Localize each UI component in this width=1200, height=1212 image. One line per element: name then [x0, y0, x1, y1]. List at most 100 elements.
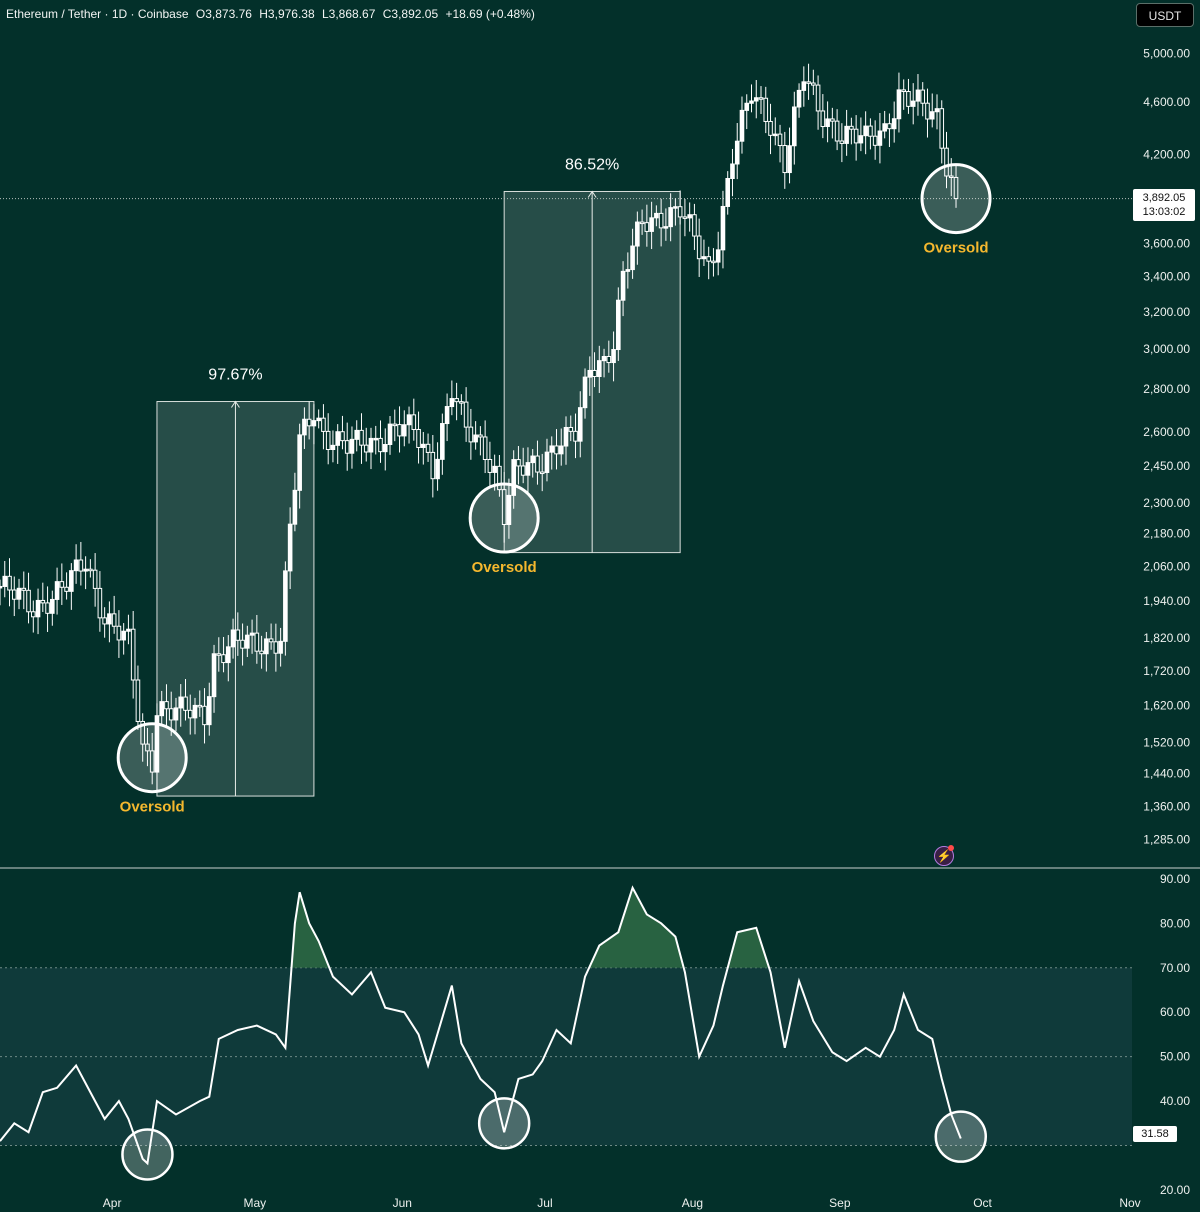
candle-body	[501, 489, 507, 526]
open-value: O3,873.76	[195, 7, 252, 21]
candle-body	[202, 705, 207, 726]
candle-body	[392, 423, 398, 427]
countdown-value: 13:03:02	[1142, 206, 1186, 218]
price-tick-label: 1,285.00	[1143, 832, 1190, 846]
rsi-tick-label: 20.00	[1160, 1183, 1190, 1197]
candle-body	[173, 707, 179, 721]
candle-body	[573, 430, 578, 442]
candle-body	[230, 629, 236, 648]
oversold-circle	[920, 163, 992, 235]
candle-body	[254, 632, 260, 652]
candle-body	[516, 459, 521, 467]
candle-body	[7, 575, 12, 591]
candle-body	[520, 465, 526, 476]
candle-body	[216, 653, 222, 656]
symbol-title[interactable]: Ethereum / Tether · 1D · Coinbase	[6, 7, 189, 21]
candle-body	[59, 581, 65, 588]
candle-body	[920, 89, 926, 104]
candle-body	[635, 221, 640, 247]
range-percent-label: 86.52%	[565, 156, 619, 173]
candle-body	[287, 523, 293, 572]
candle-body	[183, 696, 188, 711]
candle-body	[64, 586, 69, 592]
candle-body	[606, 355, 612, 364]
candle-body	[92, 569, 98, 589]
candles-group	[0, 63, 959, 791]
price-tick-label: 3,200.00	[1143, 305, 1190, 319]
candle-body	[706, 256, 711, 262]
price-tick-label: 1,940.00	[1143, 594, 1190, 608]
candle-body	[192, 704, 198, 719]
candle-body	[69, 570, 74, 592]
candle-body	[482, 436, 488, 461]
candle-body	[306, 418, 312, 427]
candle-body	[492, 465, 497, 473]
price-tick-label: 2,800.00	[1143, 382, 1190, 396]
candle-body	[316, 417, 321, 422]
candle-body	[677, 206, 683, 218]
candle-body	[249, 632, 255, 636]
candle-body	[321, 417, 326, 432]
candle-body	[953, 176, 959, 200]
oversold-circle	[116, 722, 188, 794]
oversold-label: Oversold	[472, 559, 537, 576]
candle-body	[772, 133, 778, 137]
candle-body	[21, 587, 27, 591]
candle-body	[2, 575, 8, 587]
notification-dot	[948, 845, 954, 851]
candle-body	[696, 235, 702, 260]
candle-body	[692, 214, 697, 237]
candle-body	[387, 423, 393, 445]
x-tick-label: May	[244, 1196, 267, 1210]
candle-body	[459, 401, 464, 404]
price-tick-label: 3,600.00	[1143, 237, 1190, 251]
candle-body	[330, 444, 336, 451]
candle-body	[577, 407, 583, 442]
candle-body	[168, 708, 174, 721]
candle-body	[658, 212, 664, 229]
last-price-value: 3,892.05	[1142, 192, 1186, 204]
candle-body	[725, 178, 731, 207]
price-tick-label: 3,000.00	[1143, 342, 1190, 356]
candle-body	[825, 118, 830, 128]
candle-body	[473, 434, 478, 443]
lightning-icon[interactable]: ⚡	[934, 846, 954, 866]
candle-body	[777, 133, 783, 147]
currency-button[interactable]: USDT	[1136, 3, 1194, 27]
price-tick-label: 1,520.00	[1143, 735, 1190, 749]
candle-body	[730, 163, 735, 180]
range-arrowhead	[231, 400, 240, 408]
candle-body	[673, 206, 678, 209]
candle-body	[891, 118, 897, 130]
candle-body	[354, 429, 360, 440]
candle-body	[35, 599, 41, 618]
candle-body	[401, 424, 407, 437]
candle-body	[197, 704, 203, 708]
price-tick-label: 1,720.00	[1143, 664, 1190, 678]
candle-body	[206, 696, 212, 726]
rsi-tick-label: 50.00	[1160, 1050, 1190, 1064]
candle-body	[11, 589, 17, 600]
rsi-oversold-circle	[934, 1110, 988, 1163]
candle-body	[539, 471, 545, 475]
oversold-label: Oversold	[120, 799, 185, 816]
oversold-label: Oversold	[924, 240, 989, 257]
candle-body	[887, 123, 892, 130]
candle-body	[78, 559, 84, 572]
candle-body	[107, 613, 112, 625]
candle-body	[97, 587, 103, 619]
candle-body	[226, 646, 231, 664]
candle-body	[896, 89, 902, 120]
candle-body	[901, 89, 906, 93]
candle-body	[278, 640, 283, 654]
candle-body	[925, 102, 930, 120]
candle-body	[435, 458, 440, 480]
candle-body	[411, 414, 417, 430]
candle-body	[744, 102, 750, 111]
rsi-tick-label: 80.00	[1160, 916, 1190, 930]
rsi-line	[0, 885, 962, 1166]
candle-body	[582, 376, 588, 409]
candle-body	[649, 217, 654, 232]
candle-body	[687, 214, 692, 219]
